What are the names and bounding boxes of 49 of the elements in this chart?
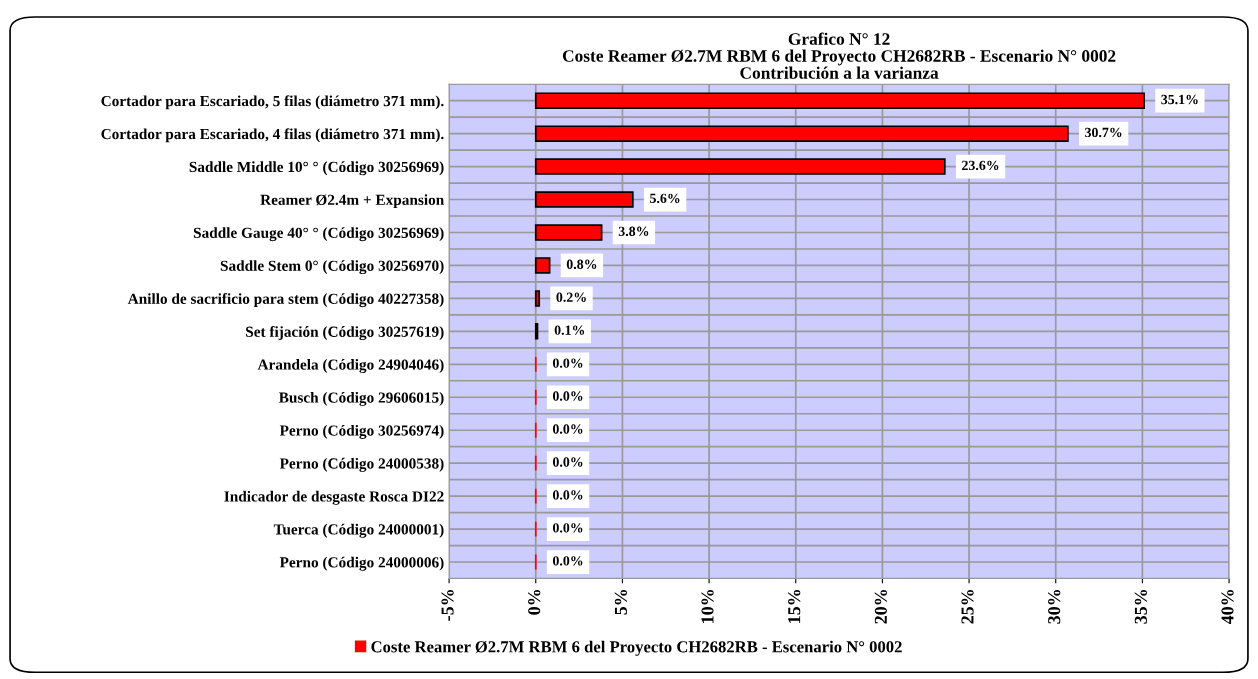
- x-tick-label: -5%: [441, 589, 454, 621]
- x-tick-label: 10%: [701, 589, 714, 623]
- legend-label: Coste Reamer Ø2.7M RBM 6 del Proyecto CH2682RB - Escenario N° 0002: [371, 640, 902, 656]
- x-tick-label: 25%: [961, 589, 974, 624]
- bar: [534, 290, 541, 307]
- x-tick-label: 5%: [614, 589, 628, 615]
- data-label: 0.0%: [552, 391, 583, 401]
- data-label: 35.1%: [1161, 94, 1198, 105]
- y-tick-label: Saddle Middle 10° ° (Código 30256969): [189, 161, 444, 176]
- y-tick-label: Perno (Código 24000006): [279, 556, 444, 571]
- x-tick-label: 30%: [1048, 589, 1061, 624]
- x-tick-label: 0%: [528, 589, 541, 615]
- data-label: 0.0%: [552, 358, 583, 368]
- x-tick-label: 15%: [788, 589, 801, 623]
- x-tick-label: 35%: [1134, 589, 1147, 624]
- bar: [534, 257, 551, 274]
- bar: [534, 92, 1145, 109]
- bar: [534, 125, 1069, 142]
- data-label: 0.0%: [552, 523, 583, 533]
- y-tick-label: Saddle Gauge 40° ° (Código 30256969): [193, 227, 444, 242]
- y-tick-label: Perno (Código 24000538): [279, 457, 444, 472]
- y-tick-label: Saddle Stem 0° (Código 30256970): [220, 260, 444, 275]
- x-tick-label: 20%: [874, 589, 887, 624]
- data-label: 0.0%: [552, 490, 583, 500]
- data-label: 3.8%: [618, 226, 649, 237]
- data-label: 5.6%: [650, 193, 680, 204]
- data-label: 0.0%: [552, 424, 583, 434]
- y-tick-label: Perno (Código 30256974): [279, 424, 444, 439]
- y-tick-label: Indicador de desgaste Rosca DI22: [224, 490, 444, 505]
- data-label: 23.6%: [962, 160, 999, 171]
- data-label: 0.2%: [556, 292, 586, 302]
- data-label: 0.0%: [552, 556, 583, 566]
- data-label: 0.8%: [566, 259, 597, 269]
- y-tick-label: Cortador para Escariado, 4 filas (diámetro 371 mm).: [101, 128, 444, 143]
- y-tick-label: Tuerca (Código 24000001): [273, 523, 444, 538]
- y-tick-label: Arandela (Código 24904046): [257, 359, 444, 373]
- y-tick-label: Busch (Código 29606015): [278, 391, 444, 406]
- bar: [534, 158, 946, 175]
- data-label: 0.0%: [552, 457, 583, 467]
- y-tick-label: Anillo de sacrificio para stem (Código 40227358): [127, 293, 444, 308]
- y-tick-label: Set fijación (Código 30257619): [246, 325, 444, 341]
- chart-title: Grafico N° 12 Coste Reamer Ø2.7M RBM 6 del Proyecto CH2682RB - Escenario N° 0002 Contribución a la varianza: [562, 32, 1116, 79]
- bar: [534, 191, 634, 208]
- bar: [534, 224, 603, 241]
- data-label: 30.7%: [1085, 127, 1122, 138]
- data-label: 0.1%: [554, 325, 585, 335]
- y-tick-label: Cortador para Escariado, 5 filas (diámetro 371 mm).: [101, 95, 444, 110]
- y-tick-label: Reamer Ø2.4m + Expansion: [260, 194, 445, 209]
- x-tick-label: 40%: [1221, 589, 1234, 625]
